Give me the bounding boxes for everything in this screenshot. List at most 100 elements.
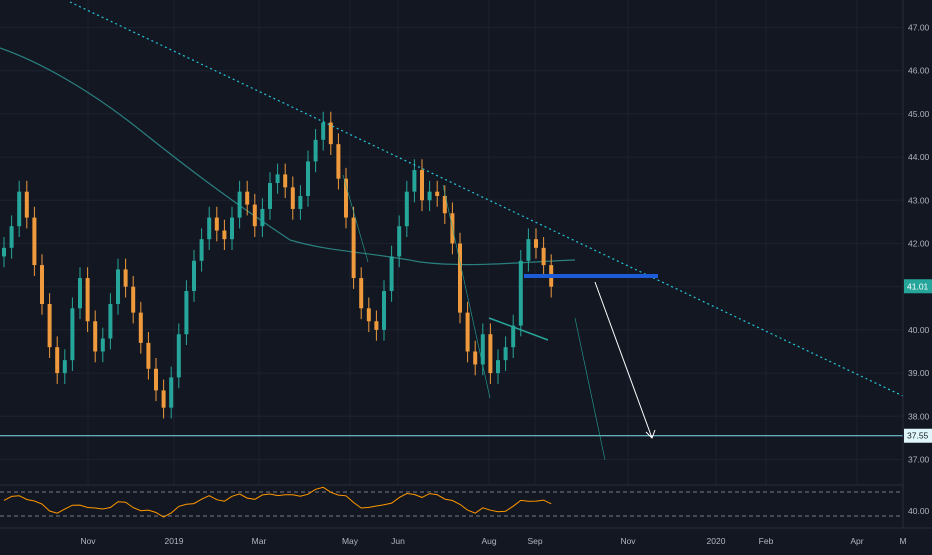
price-tick-label: 38.00 (908, 411, 930, 421)
candle-body (17, 191, 22, 227)
candle-body (518, 260, 523, 326)
rsi-line (3, 486, 552, 518)
candle-body (526, 239, 531, 261)
candle-body (24, 191, 29, 218)
candle-body (298, 195, 303, 209)
candle-body (245, 191, 250, 205)
swing-line (574, 317, 606, 461)
time-tick-label: 2020 (707, 536, 726, 546)
resistance-zone (524, 274, 658, 278)
price-tick-label: 37.00 (908, 455, 930, 465)
candle-body (412, 170, 417, 192)
candle-body (199, 239, 204, 261)
rsi-tick-label: 40.00 (908, 506, 930, 516)
candle-body (100, 338, 105, 352)
candle-body (268, 183, 272, 209)
candle-body (252, 204, 257, 227)
support-tag-bg (904, 428, 932, 443)
candle-body (32, 217, 37, 266)
candle-body (374, 321, 379, 330)
price-tick-label: 47.00 (908, 23, 930, 33)
swing-line (342, 174, 369, 263)
swing-line (442, 184, 491, 399)
time-tick-label: Aug (481, 536, 496, 546)
price-tick-label: 45.00 (908, 109, 930, 119)
rsi-pane (0, 484, 903, 518)
candle-body (123, 269, 128, 287)
candle-body (260, 208, 265, 227)
candle-body (47, 303, 52, 348)
candle-body (62, 360, 67, 374)
price-tick-label: 39.00 (908, 368, 930, 378)
candle-body (230, 217, 234, 240)
candle-body (138, 312, 143, 343)
candle-body (382, 291, 386, 330)
candle-body (511, 325, 516, 348)
candle-body (283, 174, 288, 188)
current-price-tag-bg (904, 279, 932, 294)
candle-body (442, 195, 447, 214)
candle-body (496, 360, 500, 374)
time-tick-label: Jun (391, 536, 405, 546)
moving-average (0, 47, 576, 266)
time-tick-label: Mar (252, 536, 267, 546)
candle-body (214, 217, 219, 231)
candle-body (222, 230, 227, 240)
projection-arrow-line (594, 281, 653, 439)
time-tick-label: Feb (759, 536, 774, 546)
candle-body (397, 226, 402, 257)
candle-body (427, 191, 432, 201)
candle-body (313, 139, 318, 162)
candle-body (290, 187, 295, 209)
candle-body (435, 191, 440, 196)
time-tick-label: 2019 (165, 536, 184, 546)
candle-body (328, 122, 333, 145)
candle-body (306, 161, 310, 196)
candle-body (465, 312, 470, 352)
candle-body (275, 174, 280, 184)
candle-body (458, 243, 462, 313)
candle-body (321, 122, 326, 140)
drawings (0, 1, 904, 461)
candle-body (40, 265, 44, 304)
candle-body (70, 308, 75, 361)
descending-trendline (69, 1, 904, 397)
candle-body (184, 291, 189, 335)
time-tick-label: Apr (850, 536, 863, 546)
time-tick-label: Nov (620, 536, 636, 546)
price-tick-label: 40.00 (908, 325, 930, 335)
candle-body (78, 278, 82, 309)
candle-body (480, 334, 485, 365)
candle-body (116, 269, 120, 304)
candle-body (344, 178, 348, 218)
candle-body (359, 278, 364, 309)
candle-body (192, 260, 196, 292)
candle-body (420, 170, 424, 201)
candle-body (207, 217, 212, 240)
ma-line (0, 47, 576, 266)
candle-body (2, 247, 6, 257)
neckline (488, 317, 549, 341)
candle-body (131, 286, 136, 313)
candle-body (351, 217, 356, 279)
current-price-tag: 41.01 (907, 281, 929, 291)
candle-body (108, 303, 113, 339)
price-tick-label: 42.00 (908, 239, 930, 249)
candle-body (237, 191, 242, 218)
projection-arrow-head (645, 429, 656, 439)
candle-body (9, 226, 14, 248)
price-tick-label: 44.00 (908, 152, 930, 162)
time-tick-label: Nov (80, 536, 96, 546)
candle-body (336, 144, 341, 179)
candle-body (389, 256, 394, 292)
candle-body (85, 278, 90, 322)
candle-body (55, 347, 60, 374)
time-tick-label: May (342, 536, 359, 546)
candle-body (93, 321, 98, 352)
candle-body (404, 191, 409, 227)
candle-body (154, 368, 158, 391)
